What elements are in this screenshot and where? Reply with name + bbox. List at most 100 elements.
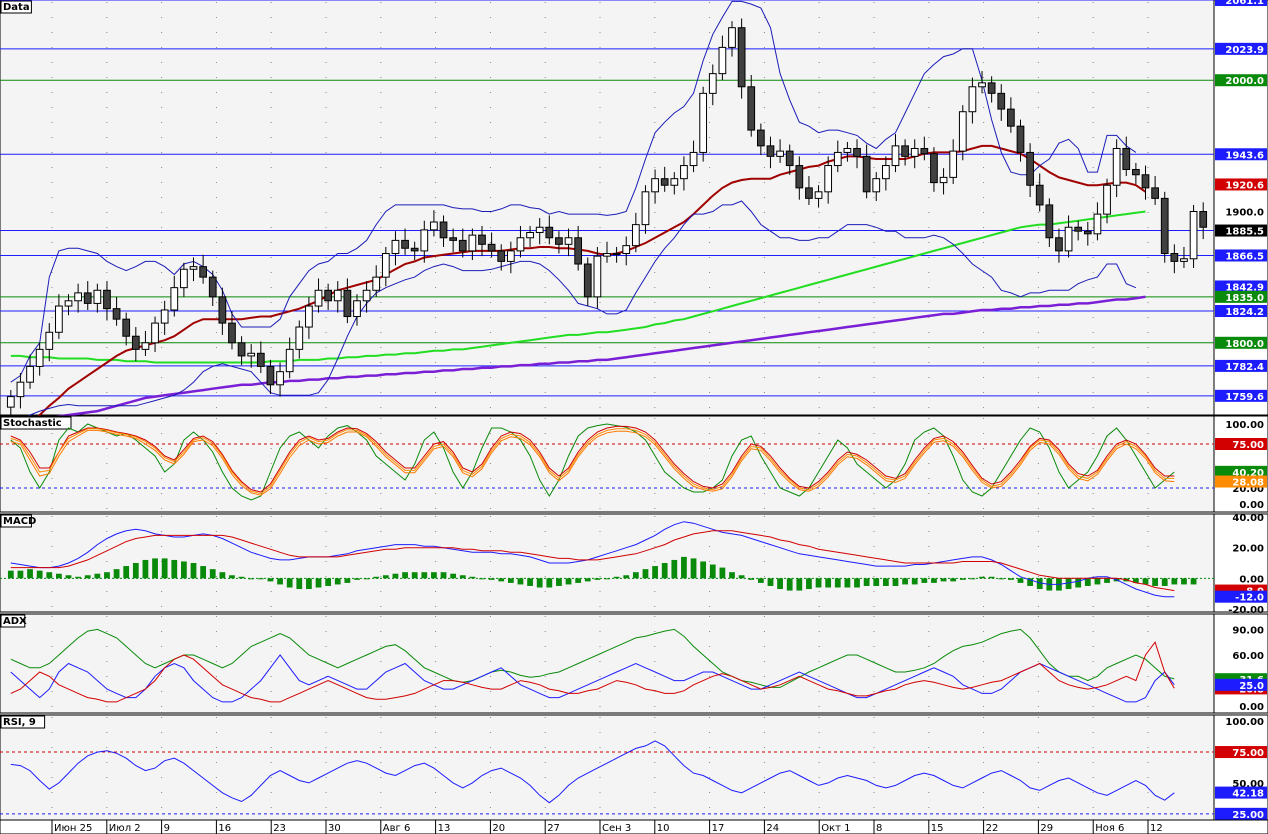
candle-body <box>64 300 73 307</box>
candle-body <box>1132 168 1140 176</box>
macd-histogram-bar <box>469 576 476 579</box>
macd-histogram-bar <box>527 578 533 586</box>
candle-body <box>843 147 852 153</box>
candle-body <box>401 239 409 249</box>
macd-histogram-bar <box>75 576 82 579</box>
macd-histogram-bar <box>921 578 928 583</box>
candle-body <box>131 335 140 350</box>
macd-histogram-bar <box>421 572 428 579</box>
candle-body <box>122 318 131 337</box>
macd-histogram-bar <box>594 578 601 580</box>
macd-histogram-bar <box>700 561 707 579</box>
macd-histogram-bar <box>315 578 322 588</box>
panel-title-box <box>0 416 72 430</box>
candle-body <box>160 309 169 324</box>
macd-histogram-bar <box>479 578 485 580</box>
candle-body <box>141 342 150 350</box>
axis-marker-box <box>1215 678 1267 691</box>
macd-histogram-bar <box>190 563 197 579</box>
macd-histogram-bar <box>998 578 1005 580</box>
axis-marker-label: 28.08 <box>1232 478 1264 489</box>
date-label: 22 <box>986 823 999 834</box>
candle-body <box>16 381 25 398</box>
candle-body <box>564 237 573 245</box>
candle-body <box>1122 147 1131 170</box>
axis-marker-box <box>1215 280 1267 293</box>
macd-histogram-bar <box>431 572 437 579</box>
macd-histogram-bar <box>642 569 649 579</box>
macd-histogram-bar <box>854 578 860 588</box>
candle-body <box>333 289 342 302</box>
macd-histogram-bar <box>152 558 158 579</box>
indicator-line-1 <box>10 654 1175 703</box>
macd-histogram-bar <box>1132 578 1139 583</box>
panel-title-box <box>0 715 46 729</box>
candle-body <box>776 150 784 157</box>
macd-histogram-bar <box>767 578 774 586</box>
date-label: 16 <box>218 823 231 834</box>
macd-histogram-bar <box>988 576 995 579</box>
candle-body <box>1026 151 1034 186</box>
candle-body <box>814 191 823 199</box>
candle-body <box>622 245 631 255</box>
macd-histogram-bar <box>498 578 505 582</box>
candle-body <box>901 145 909 157</box>
candle-body <box>978 82 986 88</box>
candle-body <box>55 305 63 333</box>
axis-marker-box <box>1215 389 1267 402</box>
date-label: Июл 2 <box>109 823 141 834</box>
axis-tick-label: 100.00 <box>1225 420 1264 431</box>
panel-4: RSI, 9100.0075.0050.0042.1825.0075.0042.… <box>0 714 1268 821</box>
candle-body <box>449 237 458 241</box>
axis-tick-label: -20.00 <box>1228 605 1264 616</box>
macd-histogram-bar <box>7 570 14 579</box>
date-label: 29 <box>1040 823 1053 834</box>
axis-marker-label: 1885.5 <box>1225 227 1264 238</box>
candle-body <box>641 191 650 226</box>
macd-histogram-bar <box>238 576 245 579</box>
candle-body <box>968 86 977 113</box>
date-label: 23 <box>273 823 286 834</box>
macd-histogram-bar <box>632 572 639 579</box>
date-label: Сен 3 <box>602 823 631 834</box>
candle-body <box>430 221 438 231</box>
macd-histogram-bar <box>825 578 832 588</box>
candle-body <box>237 342 246 357</box>
candle-body <box>516 237 525 252</box>
candle-body <box>112 308 121 320</box>
candle-body <box>381 253 390 278</box>
axis-tick-label: 100.00 <box>1225 717 1264 728</box>
macd-histogram-bar <box>834 578 841 588</box>
panel-title-box <box>0 514 32 528</box>
candle-body <box>651 178 659 193</box>
candle-body <box>410 247 419 252</box>
axis-marker-label: 1800.0 <box>1225 339 1264 350</box>
indicator-line-3 <box>10 429 1175 496</box>
macd-histogram-bar <box>757 578 764 583</box>
axis-marker-label: 25.0 <box>1239 681 1264 692</box>
macd-histogram-bar <box>873 578 880 586</box>
signal-line <box>10 530 1175 592</box>
macd-histogram-bar <box>1104 578 1110 583</box>
axis-tick-label: 90.00 <box>1232 625 1264 636</box>
macd-histogram-bar <box>661 563 668 579</box>
panel-0: Data 2061.1 2023.9 2000.0 1943.6 1920.6 1900.0… <box>0 0 1268 436</box>
axis-marker-box <box>1215 74 1267 87</box>
macd-histogram-bar <box>729 572 735 579</box>
macd-histogram-bar <box>969 578 976 580</box>
macd-histogram-bar <box>392 573 399 579</box>
indicator-line-0 <box>10 628 1175 688</box>
axis-marker-box <box>1215 438 1267 450</box>
panel-frame <box>0 714 1215 821</box>
price-axis <box>1213 613 1268 714</box>
sma-green-line <box>10 210 1146 364</box>
candle-body <box>276 371 284 386</box>
macd-histogram-bar <box>171 559 178 579</box>
indicator-line-1 <box>10 425 1175 493</box>
axis-marker-box <box>1215 746 1267 759</box>
macd-histogram-bar <box>123 566 130 579</box>
macd-histogram-bar <box>902 578 908 585</box>
macd-histogram-bar <box>690 558 697 579</box>
axis-marker-box <box>1215 590 1267 603</box>
